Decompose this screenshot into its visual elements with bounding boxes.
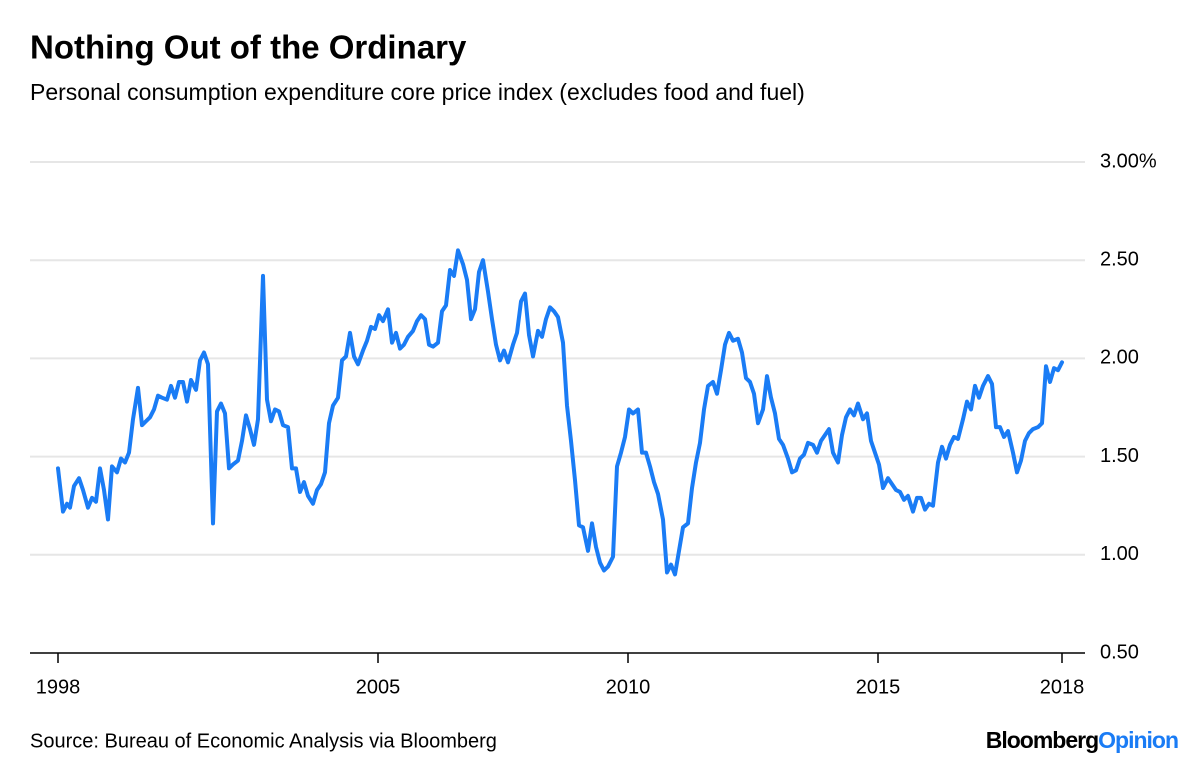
x-tick-label: 2018: [1040, 676, 1085, 698]
y-tick-label: 2.00: [1100, 347, 1139, 369]
x-tick-label: 2005: [356, 676, 401, 698]
x-tick-label: 2015: [856, 676, 901, 698]
y-tick-label: 3.00%: [1100, 150, 1157, 172]
logo-opinion: Opinion: [1098, 727, 1178, 753]
y-tick-label: 2.50: [1100, 248, 1139, 270]
y-tick-label: 1.00: [1100, 543, 1139, 565]
logo: BloombergOpinion: [986, 727, 1178, 753]
chart-subtitle: Personal consumption expenditure core pr…: [30, 79, 805, 105]
data-line: [56, 248, 1064, 577]
y-tick-label: 0.50: [1100, 641, 1139, 663]
x-tick-label: 2010: [606, 676, 651, 698]
logo-bloomberg: Bloomberg: [986, 727, 1098, 753]
chart-title: Nothing Out of the Ordinary: [30, 29, 467, 66]
y-tick-label: 1.50: [1100, 445, 1139, 467]
source-note: Source: Bureau of Economic Analysis via …: [30, 730, 497, 752]
x-tick-label: 1998: [36, 676, 81, 698]
